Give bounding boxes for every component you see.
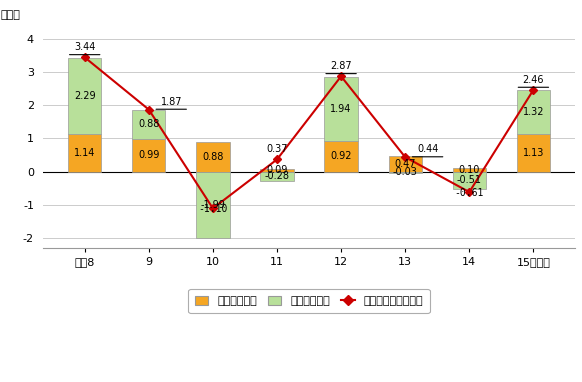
Text: 1.32: 1.32: [523, 107, 544, 117]
Text: （％）: （％）: [1, 10, 20, 20]
Text: 0.47: 0.47: [395, 159, 416, 169]
Text: 1.13: 1.13: [523, 148, 544, 158]
Text: 1.94: 1.94: [331, 104, 352, 114]
Bar: [389, 156, 422, 172]
Bar: [453, 168, 486, 172]
Bar: [324, 77, 358, 141]
Bar: [389, 172, 422, 173]
Text: 1.14: 1.14: [74, 148, 95, 158]
Bar: [196, 142, 229, 172]
Text: 2.29: 2.29: [74, 91, 95, 101]
Legend: 情報通信産業, その他の産業, 経済成長率（全体）: 情報通信産業, その他の産業, 経済成長率（全体）: [189, 289, 430, 313]
Bar: [132, 139, 165, 172]
Bar: [68, 134, 101, 172]
Bar: [196, 172, 229, 238]
Text: 0.88: 0.88: [138, 119, 159, 129]
Bar: [517, 134, 550, 172]
Bar: [453, 172, 486, 189]
Bar: [260, 169, 294, 172]
Text: -0.61: -0.61: [455, 188, 484, 198]
Text: -0.51: -0.51: [457, 175, 482, 185]
Text: 0.88: 0.88: [202, 152, 223, 162]
Text: -1.10: -1.10: [198, 204, 228, 214]
Text: 3.44: 3.44: [74, 42, 95, 52]
Text: -0.28: -0.28: [264, 172, 289, 181]
Text: -0.03: -0.03: [393, 167, 418, 177]
Text: 0.92: 0.92: [331, 152, 352, 162]
Text: -1.99: -1.99: [200, 200, 225, 210]
Bar: [260, 172, 294, 181]
Text: 0.10: 0.10: [459, 165, 480, 175]
Text: 2.87: 2.87: [330, 61, 352, 71]
Bar: [68, 58, 101, 134]
Text: 2.46: 2.46: [523, 75, 544, 85]
Bar: [517, 90, 550, 134]
Text: 0.09: 0.09: [267, 165, 288, 175]
Text: 1.87: 1.87: [161, 97, 182, 107]
Text: 0.37: 0.37: [266, 144, 288, 154]
Text: 0.44: 0.44: [417, 144, 438, 154]
Text: 0.99: 0.99: [138, 150, 159, 160]
Bar: [324, 141, 358, 172]
Bar: [132, 110, 165, 139]
